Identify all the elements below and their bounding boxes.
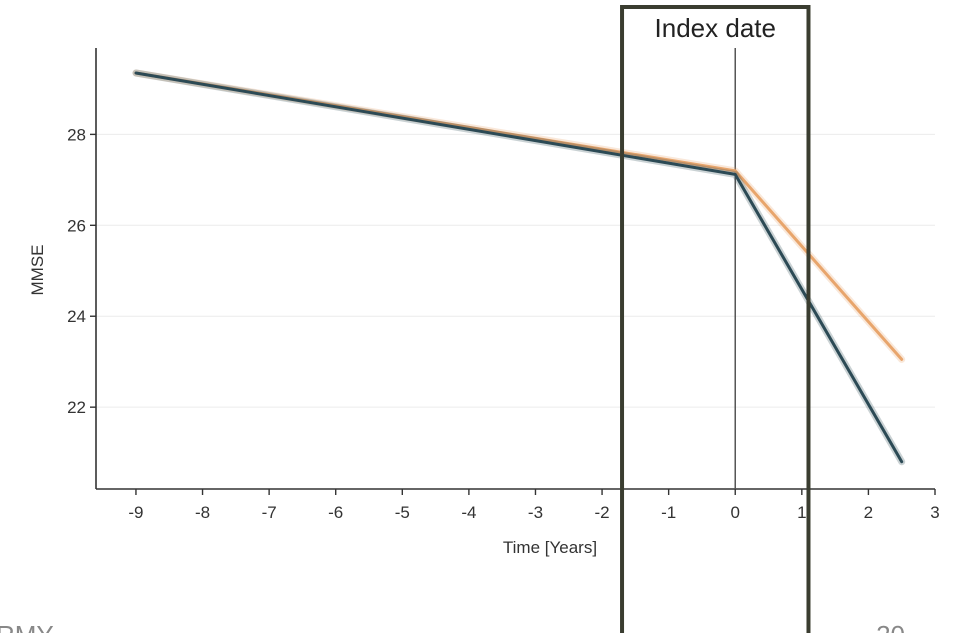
x-tick-label: -4: [461, 503, 476, 522]
x-tick-label: 2: [864, 503, 873, 522]
x-tick-label: -1: [661, 503, 676, 522]
y-tick-label: 22: [67, 398, 86, 417]
footer-left-text: RMY: [0, 620, 54, 633]
x-tick-label: -9: [128, 503, 143, 522]
x-axis-title: Time [Years]: [503, 538, 597, 557]
series-2-line: [134, 71, 904, 464]
x-tick-label: -2: [595, 503, 610, 522]
y-tick-label: 24: [67, 307, 86, 326]
x-tick-label: -5: [395, 503, 410, 522]
y-tick-label: 28: [67, 125, 86, 144]
series-lines: [132, 69, 906, 466]
y-axis-title: MMSE: [28, 245, 47, 296]
index-date-highlight-box: [620, 5, 811, 633]
y-ticks: 22 24 26 28: [67, 125, 96, 417]
x-tick-label: -3: [528, 503, 543, 522]
x-ticks: -9 -8 -7 -6 -5 -4 -3 -2 -1 0 1 2 3: [128, 489, 940, 522]
x-tick-label: -6: [328, 503, 343, 522]
x-tick-label: 0: [731, 503, 740, 522]
page-number: 20: [876, 620, 905, 633]
index-date-label: Index date: [655, 13, 776, 43]
x-tick-label: -7: [262, 503, 277, 522]
axes: [95, 48, 935, 490]
x-tick-label: 1: [797, 503, 806, 522]
y-tick-label: 26: [67, 216, 86, 235]
x-tick-label: -8: [195, 503, 210, 522]
series-2-band: [132, 69, 906, 466]
x-tick-label: 3: [930, 503, 939, 522]
